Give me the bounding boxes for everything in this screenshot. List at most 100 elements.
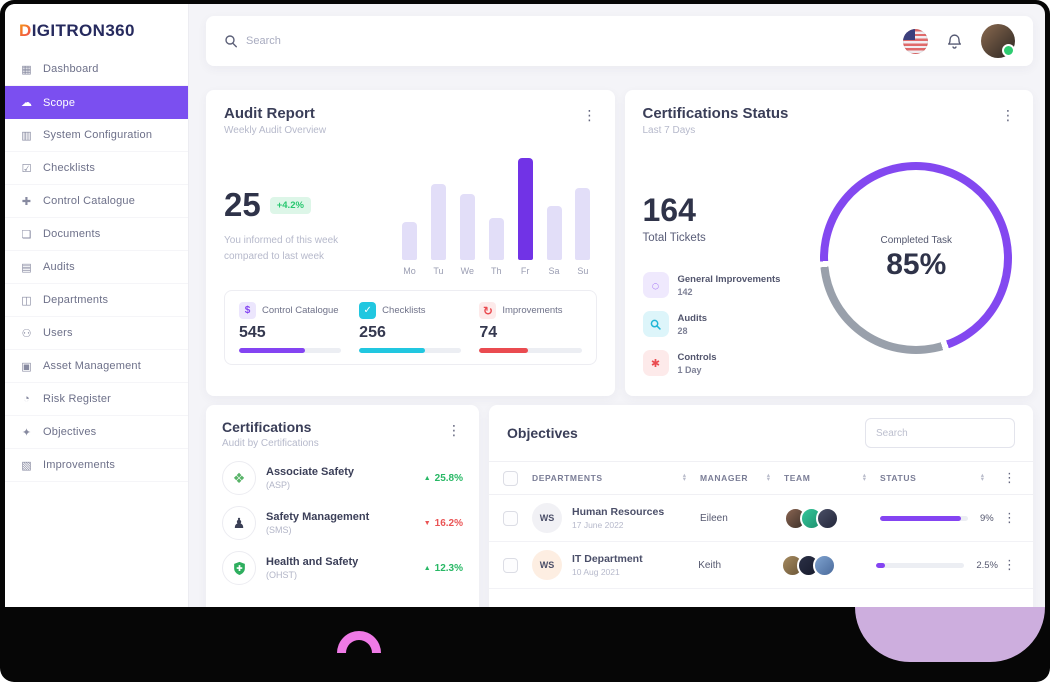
status-percent: 9%: [980, 512, 994, 524]
kebab-menu-icon[interactable]: ⋮: [1003, 470, 1016, 485]
total-tickets-label: Total Tickets: [642, 232, 706, 244]
column-manager: MANAGER: [700, 473, 749, 483]
sidebar: DIGITRON360 ▦ Dashboard ☁ Scope ▥ System…: [5, 4, 189, 607]
kebab-menu-icon[interactable]: ⋮: [447, 422, 461, 438]
sidebar-item-system-configuration[interactable]: ▥ System Configuration: [5, 119, 188, 152]
delta-up: ▲ 25.8%: [424, 473, 463, 484]
avatar: [816, 506, 839, 530]
documents-icon: ❏: [21, 228, 32, 241]
legend-controls: ✱ Controls 1 Day: [642, 350, 818, 376]
bar-mo[interactable]: Mo: [402, 158, 417, 276]
search-input[interactable]: [246, 35, 546, 47]
global-search: [224, 34, 903, 48]
card-title: Objectives: [507, 425, 578, 441]
sort-icon[interactable]: ▴ ▾: [682, 472, 686, 483]
sort-icon[interactable]: ▴ ▾: [766, 472, 770, 483]
bar-tu[interactable]: Tu: [430, 158, 446, 276]
kebab-menu-icon[interactable]: ⋮: [1001, 107, 1015, 123]
bar-th[interactable]: Th: [488, 158, 504, 276]
checklists-icon: ☑: [21, 162, 32, 175]
card-title: Certifications Status: [642, 105, 789, 122]
logo-text: IGITRON360: [31, 21, 135, 40]
kebab-menu-icon[interactable]: ⋮: [582, 107, 597, 123]
compass-badge-icon: ❖: [222, 461, 256, 495]
donut-center-value: 85%: [886, 247, 947, 281]
bar-su[interactable]: Su: [575, 158, 591, 276]
sidebar-item-dashboard[interactable]: ▦ Dashboard: [5, 53, 188, 86]
select-all-checkbox[interactable]: [503, 470, 518, 486]
status-legend: ◌ General Improvements 142: [642, 272, 818, 376]
main-content: Audit Report Weekly Audit Overview ⋮ 25 …: [190, 4, 1045, 607]
logo-letter: D: [19, 21, 32, 40]
certifications-status-card: Certifications Status Last 7 Days ⋮ 164 …: [624, 90, 1033, 396]
stat-label: Control Catalogue: [262, 305, 339, 316]
column-team: TEAM: [784, 473, 811, 483]
department-date: 17 June 2022: [572, 520, 624, 530]
bar-fr-highlighted[interactable]: Fr: [517, 158, 533, 276]
sidebar-item-control-catalogue[interactable]: ✚ Control Catalogue: [5, 185, 188, 218]
audit-report-card: Audit Report Weekly Audit Overview ⋮ 25 …: [206, 90, 615, 396]
sidebar-item-departments[interactable]: ◫ Departments: [5, 284, 188, 317]
dollar-icon: $: [239, 302, 256, 319]
donut-ring: Completed Task 85%: [820, 162, 1013, 354]
row-checkbox[interactable]: [503, 557, 518, 573]
objectives-search-input[interactable]: [865, 418, 1015, 448]
sort-icon[interactable]: ▴ ▾: [862, 472, 866, 483]
sort-icon[interactable]: ▴ ▾: [980, 472, 984, 483]
bar-we[interactable]: We: [459, 158, 475, 276]
risk-register-icon: ◔: [23, 393, 30, 405]
departments-icon: ◫: [21, 294, 32, 307]
legend-general-improvements: ◌ General Improvements 142: [642, 272, 818, 298]
card-title: Audit Report: [224, 105, 315, 122]
sidebar-item-risk-register[interactable]: ◔ Risk Register: [5, 383, 188, 416]
list-item-associate-safety[interactable]: ❖ Associate Safety (ASP) ▲ 25.8%: [222, 461, 463, 495]
sidebar-item-audits[interactable]: ▤ Audits: [5, 251, 188, 284]
kebab-menu-icon[interactable]: ⋮: [1003, 557, 1016, 572]
stat-control-catalogue: $ Control Catalogue 545: [239, 302, 342, 353]
sidebar-item-documents[interactable]: ❏ Documents: [5, 218, 188, 251]
department-date: 10 Aug 2021: [572, 567, 620, 577]
asset-management-icon: ▣: [21, 360, 32, 373]
user-avatar[interactable]: [981, 24, 1015, 58]
sidebar-item-improvements[interactable]: ▧ Improvements: [5, 449, 188, 482]
scope-icon: ☁: [21, 97, 32, 109]
audit-description-line2: compared to last week: [224, 250, 325, 262]
stat-value: 545: [239, 324, 266, 341]
sidebar-item-users[interactable]: ⚇ Users: [5, 317, 188, 350]
app-surface: DIGITRON360 ▦ Dashboard ☁ Scope ▥ System…: [5, 4, 1045, 607]
row-checkbox[interactable]: [503, 510, 518, 526]
audit-description: You informed of this week compared to la…: [224, 233, 396, 264]
cards-row-1: Audit Report Weekly Audit Overview ⋮ 25 …: [206, 90, 1033, 396]
list-item-safety-management[interactable]: ♟ Safety Management (SMS) ▼ 16.2%: [222, 506, 463, 540]
us-flag-icon[interactable]: [903, 28, 928, 54]
improvements-icon: ▧: [21, 459, 32, 472]
certification-name: Associate Safety: [266, 466, 355, 478]
sidebar-item-label: Dashboard: [43, 63, 99, 75]
kebab-menu-icon[interactable]: ⋮: [1003, 510, 1016, 525]
table-row-it-department[interactable]: WS IT Department 10 Aug 2021 Keith: [489, 542, 1033, 589]
sidebar-item-objectives[interactable]: ✦ Objectives: [5, 416, 188, 449]
certifications-card: Certifications Audit by Certifications ⋮…: [206, 405, 479, 607]
status-percent: 2.5%: [976, 559, 998, 571]
delta-badge: +4.2%: [269, 196, 311, 214]
table-row-human-resources[interactable]: WS Human Resources 17 June 2022 Eileen: [489, 495, 1033, 542]
department-badge: WS: [532, 503, 562, 533]
dotted-circle-icon: ◌: [642, 272, 669, 298]
stat-checklists: ✓ Checklists 256: [359, 302, 462, 353]
up-arrow-icon: ▲: [423, 474, 431, 482]
bar-sa[interactable]: Sa: [546, 158, 562, 276]
notifications-bell-icon[interactable]: [946, 33, 963, 50]
card-subtitle: Audit by Certifications: [222, 438, 319, 449]
topbar: [206, 16, 1033, 66]
list-item-health-and-safety[interactable]: Health and Safety (OHST) ▲ 12.3%: [222, 551, 463, 585]
department-badge: WS: [532, 550, 562, 580]
sidebar-item-asset-management[interactable]: ▣ Asset Management: [5, 350, 188, 383]
manager-name: Eileen: [700, 512, 728, 524]
lavender-semicircle-decoration: [855, 607, 1045, 662]
manager-name: Keith: [698, 559, 722, 571]
sidebar-item-label: Documents: [43, 228, 101, 240]
card-subtitle: Weekly Audit Overview: [224, 125, 327, 136]
sidebar-item-checklists[interactable]: ☑ Checklists: [5, 152, 188, 185]
topbar-actions: [903, 24, 1015, 58]
sidebar-item-scope[interactable]: ☁ Scope: [5, 86, 188, 119]
